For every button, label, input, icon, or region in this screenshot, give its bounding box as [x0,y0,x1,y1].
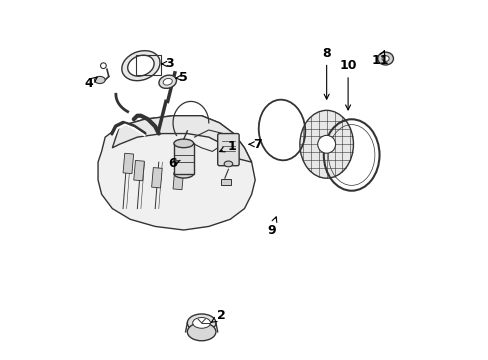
Ellipse shape [377,52,393,65]
Ellipse shape [163,78,172,85]
Ellipse shape [224,161,232,167]
Text: 7: 7 [249,138,261,151]
Ellipse shape [94,76,105,84]
Text: 11: 11 [371,51,388,67]
Ellipse shape [159,75,176,89]
Ellipse shape [381,56,388,62]
Text: 2: 2 [211,309,225,322]
Ellipse shape [192,318,210,328]
PathPatch shape [98,116,255,230]
Circle shape [317,135,335,153]
Bar [220,179,231,185]
FancyBboxPatch shape [217,134,239,166]
Ellipse shape [187,323,216,341]
Ellipse shape [122,51,160,81]
Bar [134,161,144,181]
Ellipse shape [127,55,154,76]
Text: 9: 9 [266,217,276,237]
Ellipse shape [174,170,193,178]
Text: 5: 5 [176,71,188,84]
Text: 10: 10 [339,59,356,110]
Ellipse shape [174,139,193,148]
Text: 3: 3 [162,57,173,71]
Text: 4: 4 [84,77,97,90]
Circle shape [101,63,106,68]
Bar [174,143,193,174]
Ellipse shape [187,314,216,332]
Text: 1: 1 [219,140,236,153]
Ellipse shape [299,111,353,178]
Bar [173,169,183,190]
PathPatch shape [112,116,251,162]
Bar [135,55,160,75]
Text: 8: 8 [322,47,330,99]
Text: 6: 6 [168,157,180,170]
Bar [123,153,133,174]
Bar [151,167,162,188]
